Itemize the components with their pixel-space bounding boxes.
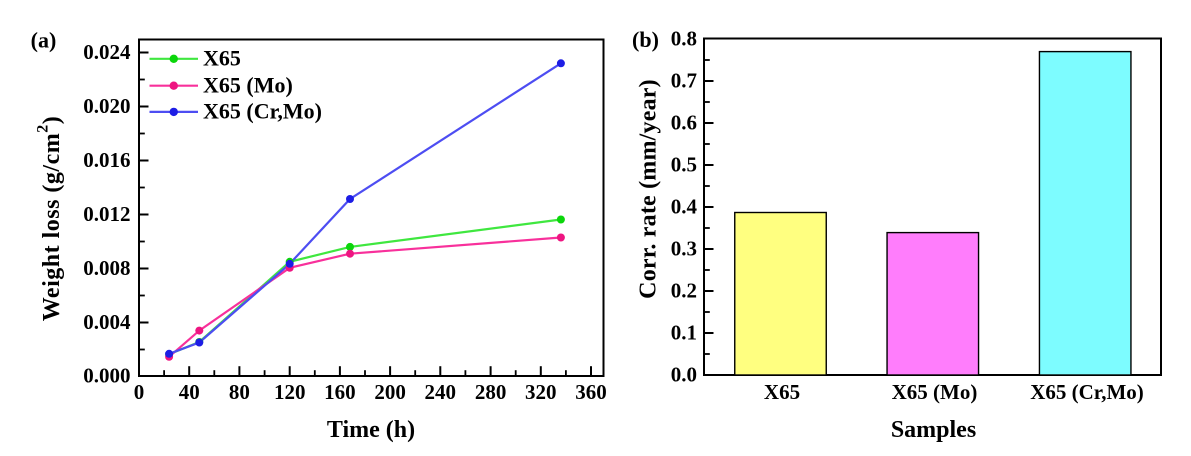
svg-text:X65 (Mo): X65 (Mo)	[203, 73, 293, 98]
svg-text:X65 (Mo): X65 (Mo)	[892, 380, 978, 404]
svg-text:0: 0	[134, 380, 145, 404]
svg-text:X65: X65	[764, 380, 800, 404]
svg-text:(a): (a)	[31, 27, 57, 52]
svg-text:0.000: 0.000	[83, 363, 130, 387]
svg-text:120: 120	[274, 380, 306, 404]
svg-text:0.004: 0.004	[83, 310, 131, 334]
svg-text:Corr. rate (mm/year): Corr. rate (mm/year)	[636, 79, 662, 299]
svg-text:X65 (Cr,Mo): X65 (Cr,Mo)	[1030, 380, 1144, 404]
svg-text:240: 240	[425, 380, 457, 404]
svg-text:0.016: 0.016	[83, 148, 130, 172]
svg-text:0.008: 0.008	[83, 256, 130, 280]
svg-text:Time (h): Time (h)	[327, 417, 415, 443]
svg-text:X65 (Cr,Mo): X65 (Cr,Mo)	[203, 99, 322, 124]
svg-text:80: 80	[229, 380, 250, 404]
svg-text:280: 280	[475, 380, 507, 404]
svg-text:Samples: Samples	[891, 417, 976, 443]
svg-text:0.020: 0.020	[83, 94, 130, 118]
svg-text:200: 200	[374, 380, 406, 404]
svg-text:0.0: 0.0	[671, 362, 697, 386]
svg-text:0.6: 0.6	[671, 110, 697, 134]
svg-text:320: 320	[525, 380, 557, 404]
svg-text:0.1: 0.1	[671, 320, 697, 344]
svg-text:0.2: 0.2	[671, 278, 697, 302]
svg-text:0.7: 0.7	[671, 68, 697, 92]
svg-text:160: 160	[324, 380, 356, 404]
svg-text:0.4: 0.4	[671, 194, 698, 218]
svg-text:0.012: 0.012	[83, 202, 130, 226]
svg-text:360: 360	[575, 380, 607, 404]
svg-text:0.8: 0.8	[671, 26, 697, 50]
svg-text:0.024: 0.024	[83, 40, 131, 64]
svg-text:Weight loss (g/cm2): Weight loss (g/cm2)	[35, 116, 66, 322]
svg-text:40: 40	[179, 380, 200, 404]
svg-text:X65: X65	[203, 45, 241, 70]
svg-text:(b): (b)	[632, 27, 659, 52]
svg-text:0.5: 0.5	[671, 152, 697, 176]
svg-text:0.3: 0.3	[671, 236, 697, 260]
